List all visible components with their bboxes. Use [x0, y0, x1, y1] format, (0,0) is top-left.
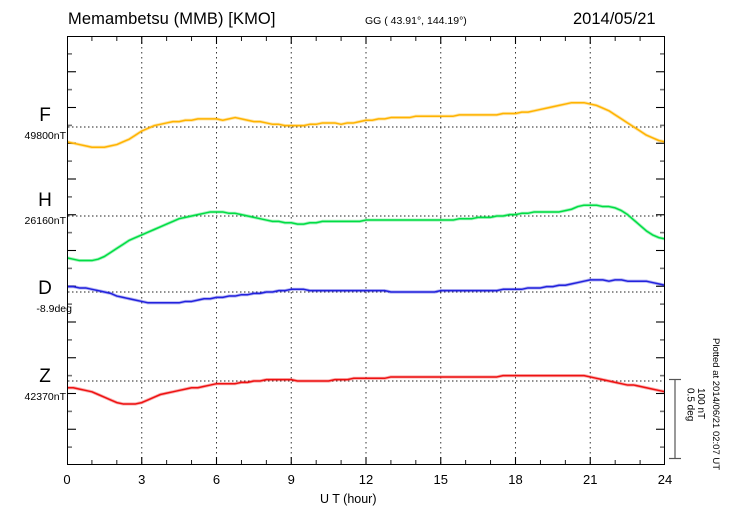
component-label-H: H	[38, 190, 52, 211]
component-baseline-D: -8.9deg	[36, 303, 72, 315]
x-tick-label-21: 21	[583, 472, 598, 487]
plot-area	[67, 36, 665, 465]
plot-border	[67, 36, 665, 465]
trace-D	[67, 279, 665, 304]
scale-bar-units: 100 nT 0.5 deg	[684, 388, 707, 458]
trace-F	[67, 101, 665, 148]
component-baseline-Z: 42370nT	[24, 391, 66, 403]
scale-bar	[668, 378, 682, 460]
observation-date: 2014/05/21	[573, 10, 656, 28]
magnetogram-svg	[67, 36, 665, 465]
component-label-Z: Z	[39, 366, 51, 387]
baseline-gridlines	[68, 126, 664, 382]
trace-halo-Z	[67, 374, 665, 406]
trace-Z	[67, 374, 665, 405]
x-tick-label-15: 15	[433, 472, 448, 487]
component-label-D: D	[38, 278, 52, 299]
component-baseline-F: 49800nT	[24, 130, 66, 142]
plotted-timestamp: Plotted at 2014/06/21 02:07 UT	[709, 338, 721, 471]
vertical-gridlines	[141, 37, 591, 464]
x-tick-label-12: 12	[358, 472, 374, 487]
axis-tick-marks	[67, 36, 665, 465]
x-tick-label-3: 3	[138, 472, 146, 487]
scale-bar-units-deg: 0.5 deg	[684, 388, 696, 422]
data-traces	[67, 101, 665, 406]
x-tick-label-18: 18	[508, 472, 523, 487]
x-tick-label-6: 6	[212, 472, 221, 487]
component-label-F: F	[39, 105, 51, 126]
x-tick-label-24: 24	[657, 472, 673, 487]
trace-H	[67, 204, 665, 262]
geographic-coordinates: GG ( 43.91°, 144.19°)	[365, 15, 467, 27]
x-tick-label-0: 0	[63, 472, 71, 487]
component-baseline-H: 26160nT	[24, 215, 66, 227]
scale-bar-units-nt: 100 nT	[695, 388, 706, 420]
scale-bar-svg	[669, 378, 681, 460]
x-axis-title: U T (hour)	[320, 492, 377, 506]
x-tick-label-9: 9	[287, 472, 295, 487]
station-title: Memambetsu (MMB) [KMO]	[68, 10, 276, 28]
